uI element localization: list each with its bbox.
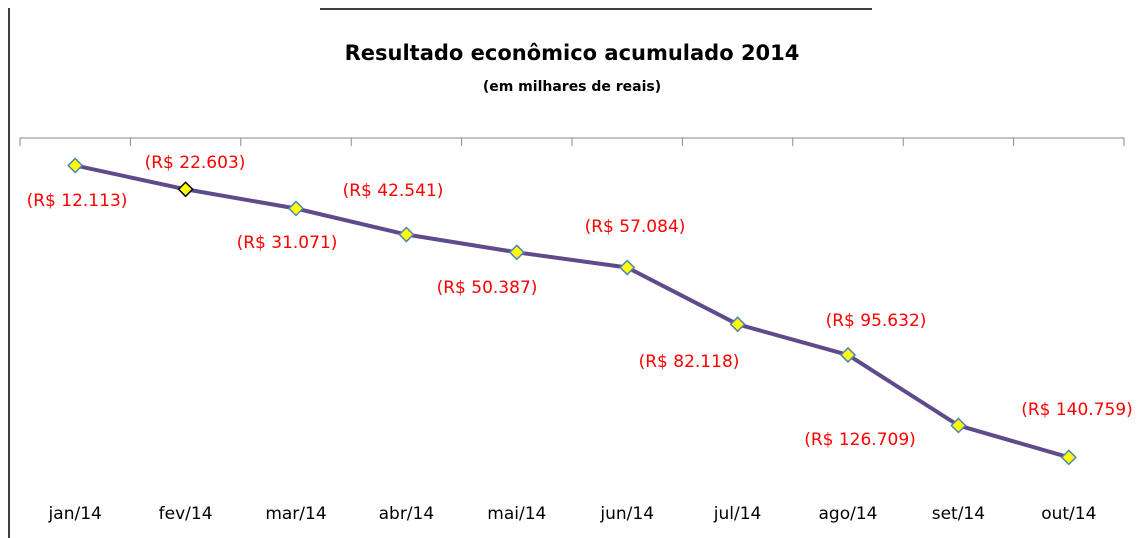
data-label: (R$ 50.387) (437, 278, 538, 298)
x-tick-label: jan/14 (48, 504, 102, 524)
data-line (74, 163, 1070, 460)
data-label: (R$ 22.603) (145, 153, 246, 173)
data-point (619, 259, 636, 276)
x-tick-label: set/14 (932, 504, 985, 524)
chart-title: Resultado econômico acumulado 2014 (345, 41, 800, 65)
data-point (287, 200, 305, 217)
data-point (508, 244, 525, 261)
x-tick-label: jul/14 (713, 504, 762, 524)
data-label: (R$ 95.632) (826, 311, 927, 331)
data-label: (R$ 12.113) (27, 191, 128, 211)
data-label: (R$ 140.759) (1021, 400, 1133, 420)
data-point (1060, 449, 1077, 466)
x-tick-label: ago/14 (819, 504, 878, 524)
chart-subtitle: (em milhares de reais) (483, 79, 661, 95)
x-tick-label: jun/14 (599, 504, 654, 524)
data-label: (R$ 31.071) (237, 233, 338, 253)
data-label: (R$ 57.084) (585, 217, 686, 237)
x-tick-label: out/14 (1041, 504, 1096, 524)
data-point (67, 157, 84, 174)
data-label: (R$ 126.709) (804, 430, 916, 450)
data-point (729, 316, 746, 333)
x-tick-label: mai/14 (487, 504, 546, 524)
data-label: (R$ 42.541) (343, 181, 444, 201)
x-tick-label: fev/14 (159, 504, 213, 524)
x-tick-label: mar/14 (265, 504, 326, 524)
data-point (950, 417, 967, 434)
data-point (398, 226, 415, 243)
data-label: (R$ 82.118) (639, 352, 740, 372)
data-point (177, 181, 194, 198)
x-tick-label: abr/14 (379, 504, 435, 524)
data-point (839, 346, 857, 364)
